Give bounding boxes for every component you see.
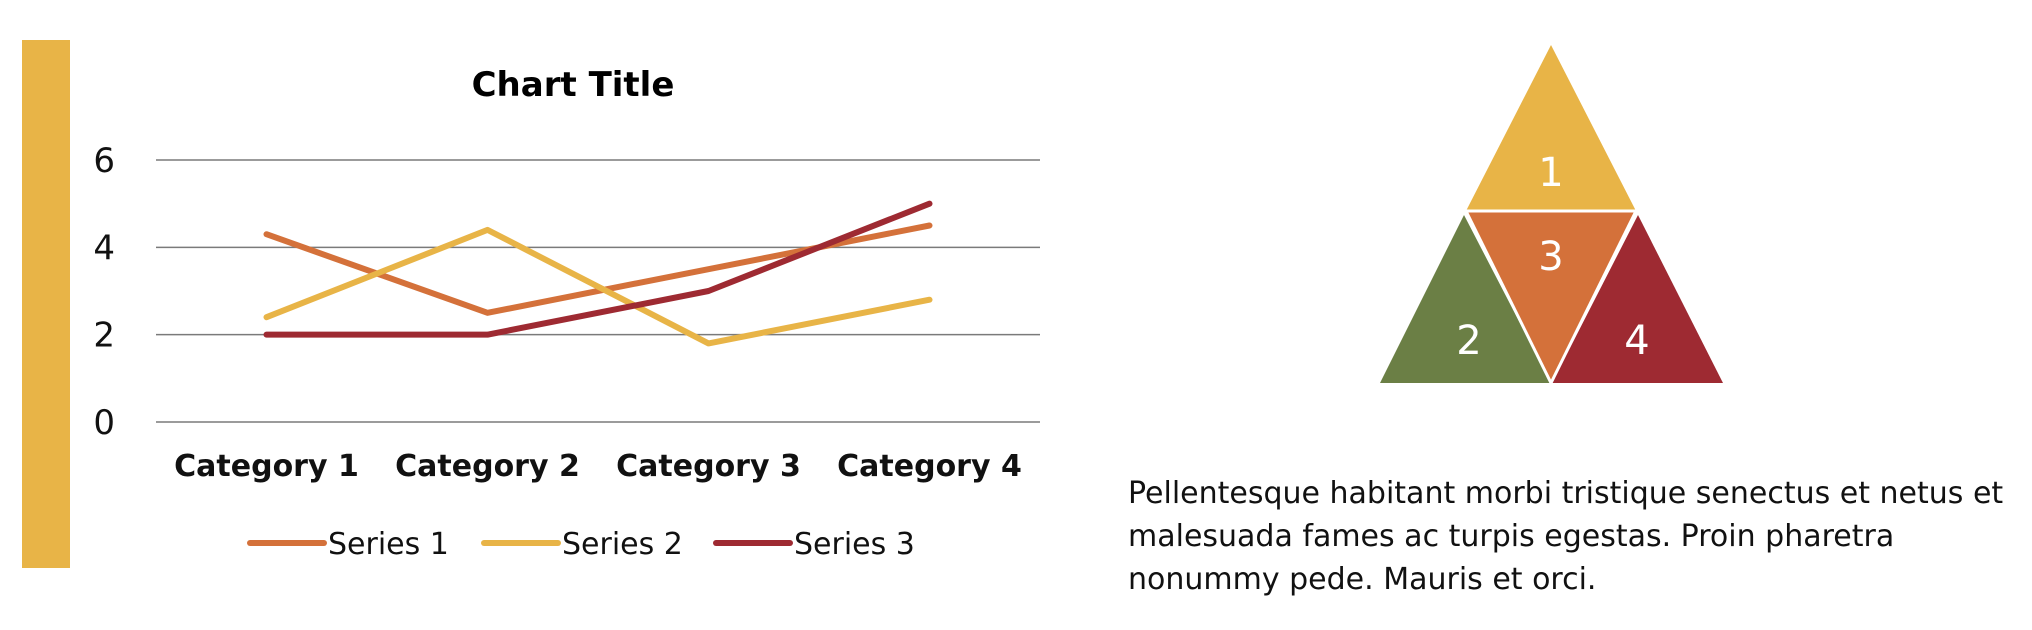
- triangle-segment-4: [1552, 215, 1723, 383]
- series-line-2: [263, 226, 933, 347]
- legend: Series 1 Series 2 Series 3: [247, 527, 915, 562]
- series-line-1: [263, 222, 933, 316]
- triangle-segment-2: [1380, 215, 1551, 383]
- legend-label-1: Series 1: [328, 527, 449, 562]
- triangle-label-1: 1: [1538, 150, 1563, 196]
- triangle-segment-3: [1466, 211, 1636, 383]
- triangle-label-3: 3: [1538, 234, 1563, 280]
- x-tick-label: Category 4: [837, 449, 1022, 484]
- y-tick-label: 2: [93, 316, 115, 356]
- triangle-segment-1: [1466, 45, 1636, 211]
- series-line-3: [263, 200, 933, 338]
- triangle-label-2: 2: [1456, 318, 1481, 364]
- legend-label-3: Series 3: [794, 527, 915, 562]
- body-paragraph: Pellentesque habitant morbi tristique se…: [1128, 476, 2004, 597]
- x-tick-label: Category 1: [174, 449, 359, 484]
- triangle-diagram: 1 2 3 4: [1380, 45, 1723, 384]
- y-tick-label: 0: [93, 403, 115, 443]
- legend-label-2: Series 2: [562, 527, 683, 562]
- y-tick-label: 4: [93, 228, 115, 268]
- chart-title: Chart Title: [472, 65, 675, 105]
- accent-bar: [22, 40, 70, 568]
- segment-divider: [1549, 210, 1638, 384]
- y-axis-ticks: 0 2 4 6: [93, 141, 115, 443]
- x-tick-label: Category 2: [395, 449, 580, 484]
- x-tick-label: Category 3: [616, 449, 801, 484]
- series-lines: [263, 200, 933, 347]
- y-tick-label: 6: [93, 141, 115, 181]
- x-axis-labels: Category 1 Category 2 Category 3 Category 4: [174, 449, 1022, 484]
- segment-divider: [1464, 210, 1553, 384]
- triangle-label-4: 4: [1624, 318, 1649, 364]
